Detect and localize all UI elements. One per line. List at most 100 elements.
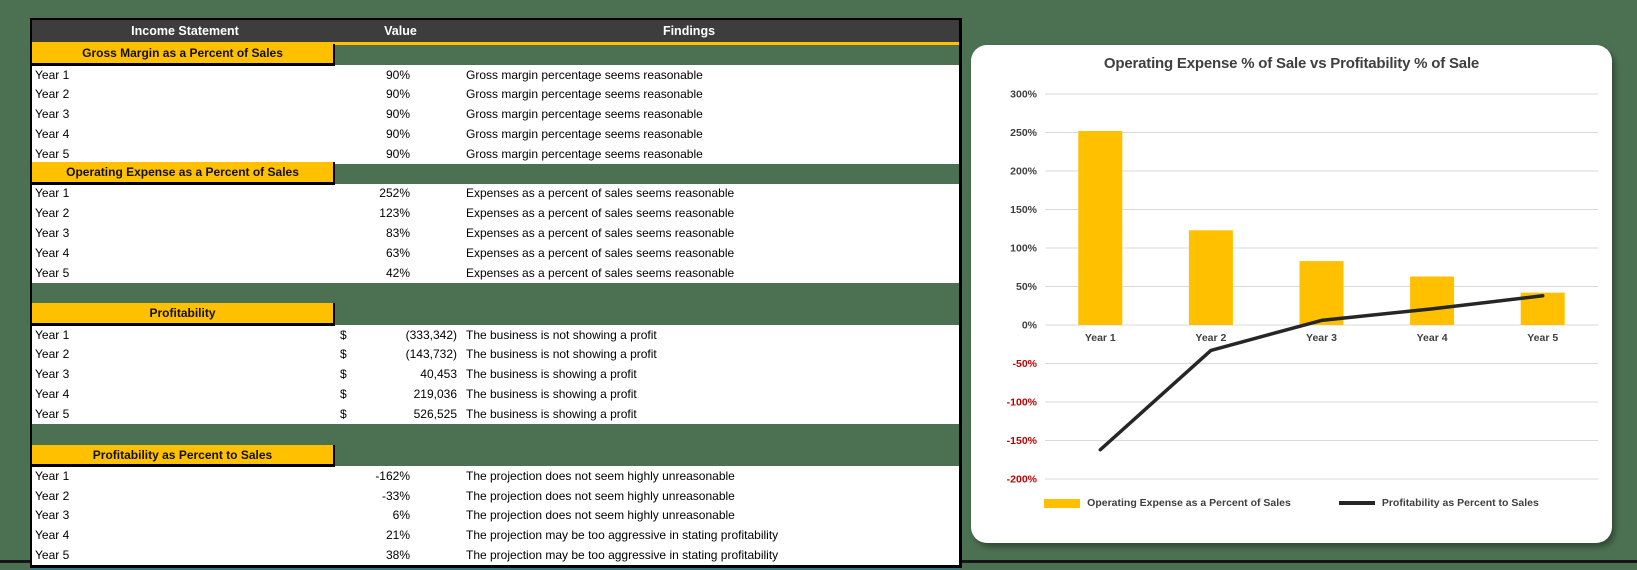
y-axis-tick-label: -150% xyxy=(1007,435,1038,447)
value-text: 90% xyxy=(385,87,410,102)
value-cell[interactable]: 90% xyxy=(338,68,463,82)
x-axis-category-label: Year 2 xyxy=(1195,332,1226,344)
value-cell[interactable]: 21% xyxy=(338,528,463,542)
finding-cell[interactable]: The projection does not seem highly unre… xyxy=(466,488,735,503)
chart-card[interactable]: Operating Expense % of Sale vs Profitabi… xyxy=(971,45,1612,543)
table-row: Year 2 $ (143,732) The business is not show… xyxy=(32,344,959,365)
value-cell[interactable]: $526,525 xyxy=(338,407,463,421)
column-header-value[interactable]: Value xyxy=(384,24,417,38)
value-cell[interactable]: 123% xyxy=(338,206,463,220)
row-label-cell[interactable]: Year 2 xyxy=(35,488,70,503)
finding-cell[interactable]: Gross margin percentage seems reasonable xyxy=(466,127,703,142)
value-cell[interactable]: $ (333,342) xyxy=(338,328,463,342)
value-cell[interactable]: 90% xyxy=(338,87,463,101)
row-label-cell[interactable]: Year 4 xyxy=(35,387,70,402)
column-header-income-statement[interactable]: Income Statement xyxy=(131,24,239,38)
table-row: Year 1 90% Gross margin percentage seems r… xyxy=(32,64,959,85)
finding-cell[interactable]: The business is showing a profit xyxy=(466,367,637,382)
section-header-cell[interactable]: Profitability as Percent to Sales xyxy=(32,444,335,468)
finding-cell[interactable]: The business is not showing a profit xyxy=(466,327,657,342)
row-label-cell[interactable]: Year 5 xyxy=(35,406,70,421)
y-axis-tick-label: -100% xyxy=(1007,397,1038,409)
finding-cell[interactable]: The business is showing a profit xyxy=(466,406,637,421)
table-row: Year 4 63% Expenses as a percent of sales … xyxy=(32,242,959,263)
finding-cell[interactable]: Gross margin percentage seems reasonable xyxy=(466,107,703,122)
finding-cell[interactable]: The business is not showing a profit xyxy=(466,347,657,362)
value-cell[interactable]: 6% xyxy=(338,508,463,522)
value-cell[interactable]: -162% xyxy=(338,469,463,483)
table-row: Year 2 90% Gross margin percentage seems r… xyxy=(32,84,959,105)
finding-cell[interactable]: Expenses as a percent of sales seems rea… xyxy=(466,245,735,260)
bar-year-2 xyxy=(1188,230,1233,325)
y-axis-tick-label: 200% xyxy=(1010,166,1038,178)
profitability-line-series xyxy=(1098,293,1545,452)
row-label-cell[interactable]: Year 4 xyxy=(35,528,70,543)
finding-cell[interactable]: The projection may be too aggressive in … xyxy=(466,528,779,543)
column-header-findings[interactable]: Findings xyxy=(662,24,716,38)
currency-symbol: $ xyxy=(340,327,347,342)
value-cell[interactable]: $219,036 xyxy=(338,387,463,401)
table-row: Year 4 $219,036 The business is showing a … xyxy=(32,384,959,404)
finding-cell[interactable]: Expenses as a percent of sales seems rea… xyxy=(466,206,735,221)
table-row: Year 1 252% Expenses as a percent of sales… xyxy=(32,183,959,204)
value-cell[interactable]: 42% xyxy=(338,266,463,280)
section-header-cell[interactable]: Gross Margin as a Percent of Sales xyxy=(32,43,335,67)
section-gap-row xyxy=(32,424,959,446)
currency-symbol: $ xyxy=(340,387,347,402)
x-axis-category-label: Year 5 xyxy=(1527,332,1558,344)
value-cell[interactable]: 252% xyxy=(338,186,463,200)
finding-cell[interactable]: The business is showing a profit xyxy=(466,387,637,402)
row-label-cell[interactable]: Year 3 xyxy=(35,226,70,241)
table-row: Year 2 123% Expenses as a percent of sales… xyxy=(32,203,959,224)
finding-cell[interactable]: Expenses as a percent of sales seems rea… xyxy=(466,226,735,241)
table-row: Year 4 90% Gross margin percentage seems r… xyxy=(32,124,959,144)
value-cell[interactable]: 63% xyxy=(338,246,463,260)
row-label-cell[interactable]: Year 1 xyxy=(35,67,70,82)
y-axis-tick-label: -200% xyxy=(1007,474,1038,486)
row-label-cell[interactable]: Year 5 xyxy=(35,265,70,280)
section-header-cell[interactable]: Profitability xyxy=(32,303,335,327)
row-label-cell[interactable]: Year 5 xyxy=(35,146,70,161)
row-label-cell[interactable]: Year 1 xyxy=(35,468,70,483)
section-header-row: Operating Expense as a Percent of Sales xyxy=(32,162,959,186)
value-cell[interactable]: $40,453 xyxy=(338,367,463,381)
finding-cell[interactable]: Gross margin percentage seems reasonable xyxy=(466,87,703,102)
table-row: Year 5 38% The projection may be too aggre… xyxy=(32,545,959,565)
finding-cell[interactable]: Expenses as a percent of sales seems rea… xyxy=(466,265,735,280)
finding-cell[interactable]: Gross margin percentage seems reasonable xyxy=(466,146,703,161)
value-text: 526,525 xyxy=(413,406,457,421)
finding-cell[interactable]: The projection does not seem highly unre… xyxy=(466,508,735,523)
y-axis-tick-label: -50% xyxy=(1012,358,1037,370)
value-cell[interactable]: 90% xyxy=(338,147,463,161)
value-text: -162% xyxy=(375,468,410,483)
value-text: (143,732) xyxy=(405,347,457,362)
row-label-cell[interactable]: Year 2 xyxy=(35,87,70,102)
value-cell[interactable]: 38% xyxy=(338,548,463,562)
row-label-cell[interactable]: Year 1 xyxy=(35,327,70,342)
value-cell[interactable]: 83% xyxy=(338,226,463,240)
finding-cell[interactable]: The projection does not seem highly unre… xyxy=(466,468,735,483)
legend-line-swatch-icon xyxy=(1338,501,1375,505)
row-label-cell[interactable]: Year 2 xyxy=(35,206,70,221)
value-text: 90% xyxy=(385,146,410,161)
value-cell[interactable]: 90% xyxy=(338,127,463,141)
row-label-cell[interactable]: Year 1 xyxy=(35,186,70,201)
row-label-cell[interactable]: Year 4 xyxy=(35,245,70,260)
row-label-cell[interactable]: Year 5 xyxy=(35,548,70,562)
row-label-cell[interactable]: Year 3 xyxy=(35,367,70,382)
finding-cell[interactable]: Gross margin percentage seems reasonable xyxy=(466,67,703,82)
bar-year-3 xyxy=(1299,261,1344,325)
table-row: Year 3 83% Expenses as a percent of sales … xyxy=(32,223,959,243)
row-label-cell[interactable]: Year 4 xyxy=(35,127,70,142)
chart-legend: Operating Expense as a Percent of Sales … xyxy=(971,497,1612,509)
row-label-cell[interactable]: Year 2 xyxy=(35,347,70,362)
value-cell[interactable]: -33% xyxy=(338,489,463,503)
value-cell[interactable]: 90% xyxy=(338,107,463,121)
value-cell[interactable]: $ (143,732) xyxy=(338,347,463,361)
value-text: 219,036 xyxy=(413,387,457,402)
finding-cell[interactable]: Expenses as a percent of sales seems rea… xyxy=(466,186,735,201)
finding-cell[interactable]: The projection may be too aggressive in … xyxy=(466,548,779,562)
row-label-cell[interactable]: Year 3 xyxy=(35,107,70,122)
row-label-cell[interactable]: Year 3 xyxy=(35,508,70,523)
section-header-cell[interactable]: Operating Expense as a Percent of Sales xyxy=(32,162,335,186)
